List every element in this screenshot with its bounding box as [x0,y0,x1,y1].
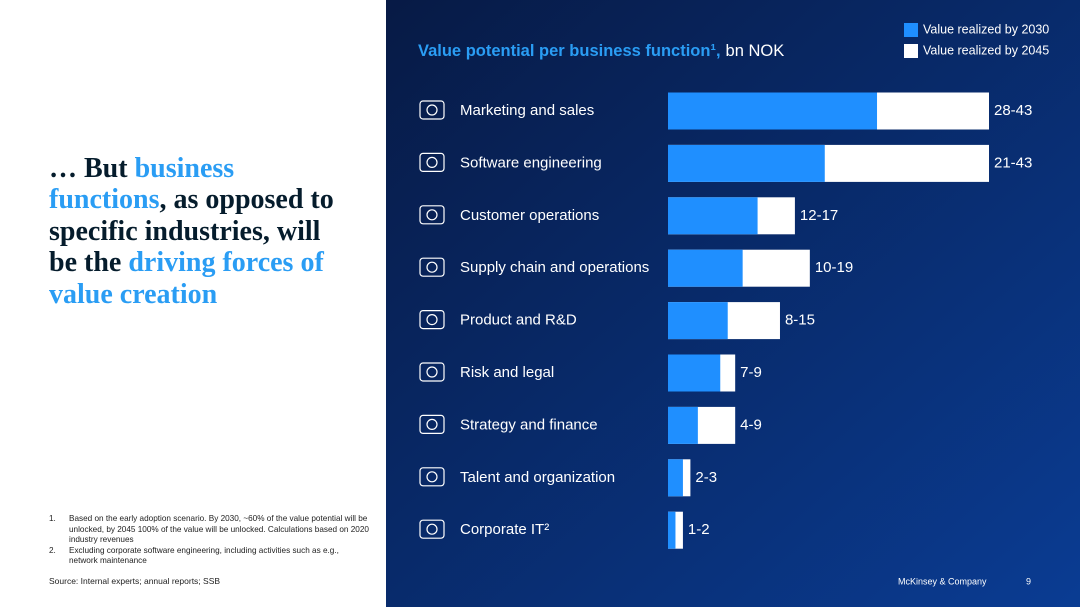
bar [668,459,683,497]
bar [668,354,721,392]
icon-shape [426,366,438,378]
icon-shape [426,418,438,430]
icon [419,414,445,434]
category-label: Talent and organization [460,469,615,486]
icon-shape [426,314,438,326]
headline-text: … But [49,153,135,184]
icon-shape [419,519,445,539]
icon-shape [426,209,438,221]
page-number: 9 [1026,576,1031,586]
bar [668,406,698,444]
icon-shape [426,156,438,168]
headline: … But business functions, as opposed to … [49,153,349,310]
category-label: Supply chain and operations [460,259,649,276]
value-label: 4-9 [740,416,762,433]
footnote-number: 1. [49,514,56,523]
bar [668,302,728,340]
footnote: 1. Based on the early adoption scenario. … [49,514,369,546]
category-label: Product and R&D [460,312,577,329]
chart-title: Value potential per business function¹, b… [418,42,784,60]
footnote: 2. Excluding corporate software engineeri… [49,546,369,567]
icon [419,152,445,172]
icon [419,100,445,120]
footnote-text: Based on the early adoption scenario. By… [69,514,369,544]
bar [668,249,743,287]
category-label: Marketing and sales [460,102,594,119]
source: Source: Internal experts; annual reports… [49,576,221,586]
icon-shape [419,310,445,330]
value-label: 12-17 [800,207,838,224]
icon-shape [419,467,445,487]
icon-shape [419,152,445,172]
category-label: Customer operations [460,207,599,224]
value-label: 2-3 [695,469,717,486]
headline-highlight: driving forces of value creation [49,247,324,310]
legend-label: Value realized by 2030 [923,22,1049,36]
icon [419,362,445,382]
icon-shape [426,261,438,273]
value-label: 28-43 [994,102,1032,119]
footnotes: 1. Based on the early adoption scenario. … [49,514,369,567]
icon-shape [419,362,445,382]
icon [419,310,445,330]
icon-shape [426,523,438,535]
category-label: Software engineering [460,154,602,171]
icon-shape [426,471,438,483]
headline-highlight: business functions [49,153,235,216]
chart: Value potential per business function¹, b… [386,0,1080,607]
icon-shape [419,257,445,277]
footnote-text: Excluding corporate software engineering… [69,545,339,566]
icon [419,467,445,487]
legend-swatch [904,23,918,37]
bar [668,511,676,549]
value-label: 21-43 [994,154,1032,171]
value-label: 8-15 [785,312,815,329]
value-label: 10-19 [815,259,853,276]
icon-shape [419,205,445,225]
icon [419,519,445,539]
legend-label: Value realized by 2045 [923,43,1049,57]
left-panel: … But business functions, as opposed to … [0,0,386,607]
bar [668,92,878,130]
value-label: 1-2 [688,521,710,538]
category-label: Corporate IT² [460,521,549,538]
legend-swatch [904,44,918,58]
title: Value potential per business function¹, [418,42,721,60]
icon-shape [419,414,445,434]
bar [668,197,758,235]
footnote-number: 2. [49,545,56,555]
category-label: Strategy and finance [460,416,598,433]
category-label: Risk and legal [460,364,554,381]
icon-shape [419,100,445,120]
subtitle: bn NOK [726,42,785,60]
icon-shape [426,104,438,116]
icon [419,257,445,277]
bar [668,144,825,182]
footer-company: McKinsey & Company [898,576,987,586]
value-label: 7-9 [740,364,762,381]
icon [419,205,445,225]
headline-text: , as opposed to specific industries, wil… [49,184,334,279]
